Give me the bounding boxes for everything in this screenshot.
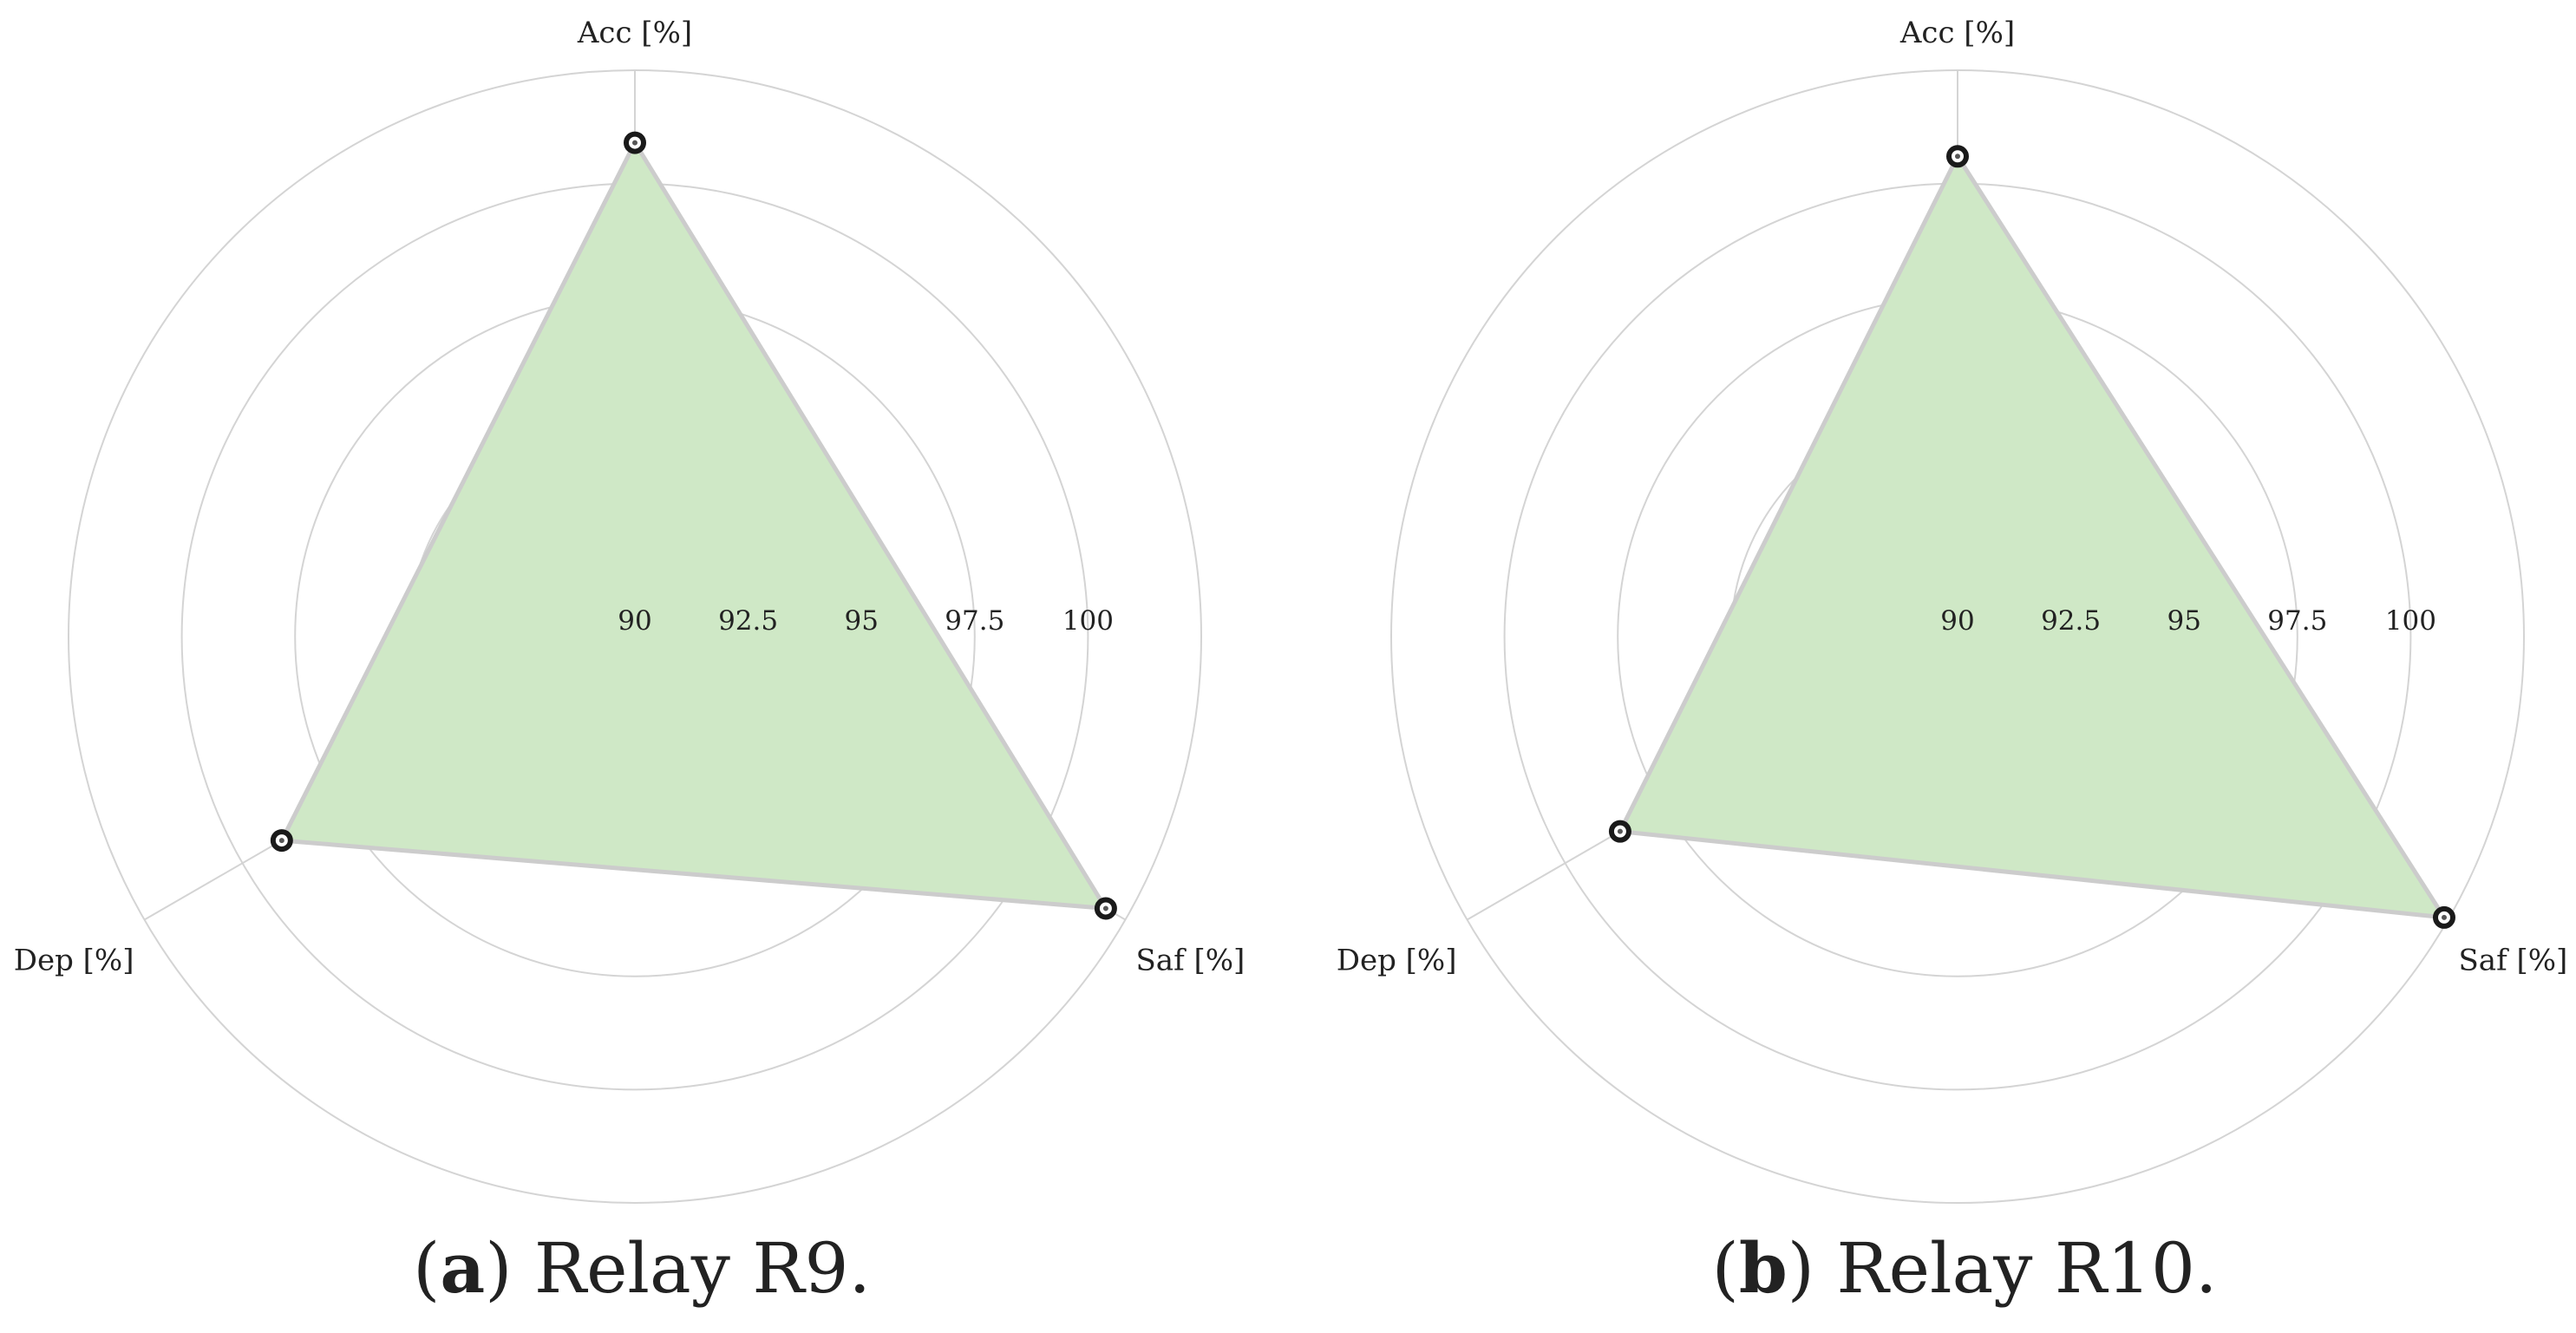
r-tick-label: 97.5	[2267, 605, 2327, 637]
radar-panel-a: 90 92.5 95 97.5 100 Acc [%] Saf [%] Dep [%] (a) …	[14, 16, 1246, 1309]
panel-caption: (a) Relay R9.	[413, 1227, 871, 1309]
series-area	[1618, 154, 2447, 920]
r-tick-label: 100	[1062, 605, 1114, 637]
r-tick-label: 90	[618, 605, 651, 637]
axis-label: Saf [%]	[1136, 944, 1246, 978]
r-tick-label: 90	[1940, 605, 1974, 637]
data-point-center	[278, 838, 284, 844]
data-point-center	[2441, 914, 2447, 920]
caption-letter: a	[440, 1227, 485, 1309]
series-area	[279, 140, 1108, 911]
r-tick-label: 97.5	[945, 605, 1004, 637]
axis-label: Dep [%]	[14, 944, 134, 978]
caption-open-paren: (	[1712, 1228, 1739, 1309]
caption-letter: b	[1739, 1227, 1788, 1309]
axis-label: Acc [%]	[1899, 16, 2015, 50]
caption-close-paren: )	[1788, 1228, 1837, 1309]
r-tick-label: 92.5	[2041, 605, 2101, 637]
r-tick-label: 95	[844, 605, 878, 637]
r-tick-label: 92.5	[718, 605, 778, 637]
axis-label: Saf [%]	[2459, 944, 2568, 978]
axis-label: Dep [%]	[1337, 944, 1457, 978]
r-tick-label: 100	[2385, 605, 2436, 637]
caption-text: Relay R9.	[534, 1228, 871, 1309]
caption-close-paren: )	[485, 1228, 534, 1309]
data-point-center	[1617, 828, 1623, 834]
data-point-center	[1102, 905, 1108, 912]
r-tick-label: 95	[2167, 605, 2200, 637]
axis-label: Acc [%]	[577, 16, 692, 50]
radar-panel-b: 90 92.5 95 97.5 100 Acc [%] Saf [%] Dep [%] (b) …	[1337, 16, 2568, 1309]
data-point-center	[632, 140, 637, 146]
caption-text: Relay R10.	[1836, 1228, 2217, 1309]
caption-open-paren: (	[413, 1228, 440, 1309]
data-point-center	[1955, 154, 1960, 160]
panel-caption: (b) Relay R10.	[1712, 1227, 2218, 1309]
